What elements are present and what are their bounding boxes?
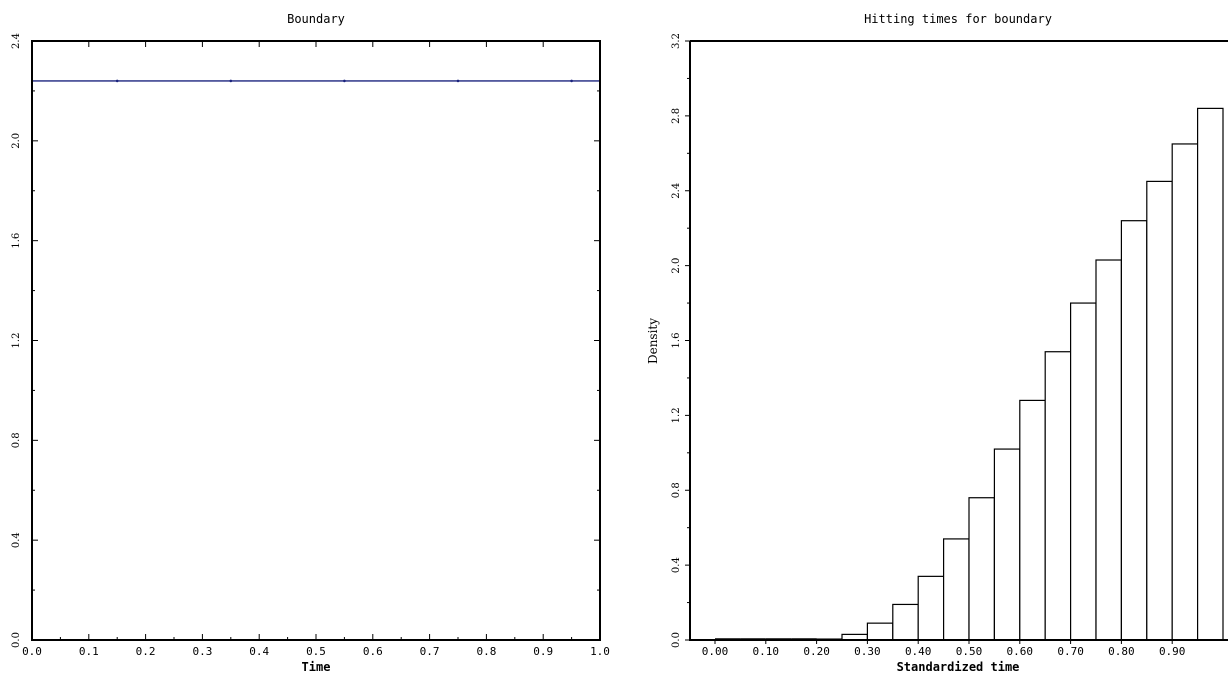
hitting-bar (1069, 302, 1097, 641)
hitting-x-tick-label: 0.80 (1108, 645, 1135, 658)
boundary-x-tick-label: 0.9 (533, 645, 553, 658)
boundary-y-tick-label: 2.4 (11, 33, 22, 49)
hitting-x-tick-label: 0.90 (1159, 645, 1186, 658)
hitting-x-tick-label: 0.20 (803, 645, 830, 658)
boundary-x-tick-label: 0.8 (476, 645, 496, 658)
hitting-y-tick-label: 0.4 (671, 557, 682, 573)
boundary-series-point (570, 79, 573, 83)
boundary-chart: Boundary 0.0 0.1 0.2 0.3 0.4 0.5 0.6 0.7 0.8 0.9 1… (11, 12, 610, 674)
hitting-bar (1044, 351, 1072, 641)
hitting-times-axis-ticks: 0.00 0.10 0.20 0.30 0.40 0.50 0.60 0.70 0.80 0.90… (671, 33, 1185, 658)
boundary-y-tick-label: 0.4 (11, 532, 22, 548)
hitting-bar (866, 622, 894, 641)
hitting-y-tick-label: 3.2 (671, 33, 682, 49)
hitting-bar (1146, 180, 1173, 641)
hitting-y-tick-label: 0.8 (671, 482, 682, 498)
boundary-y-tick-label: 0.0 (11, 632, 22, 648)
hitting-x-tick-label: 0.60 (1007, 645, 1034, 658)
hitting-y-tick-label: 0.0 (671, 632, 682, 648)
hitting-times-bars (715, 107, 1224, 641)
hitting-bar (892, 603, 919, 641)
hitting-times-chart-title: Hitting times for boundary (864, 12, 1052, 26)
hitting-bar (1095, 259, 1122, 641)
boundary-x-tick-label: 0.3 (192, 645, 212, 658)
hitting-bar (1196, 107, 1224, 641)
hitting-times-y-axis-label: Density (646, 318, 660, 364)
boundary-series-point (343, 79, 346, 83)
boundary-x-tick-label: 0.4 (249, 645, 269, 658)
hitting-times-plot-frame (689, 40, 1228, 641)
boundary-x-tick-label: 0.1 (79, 645, 99, 658)
boundary-y-tick-label: 0.8 (11, 432, 22, 448)
boundary-y-tick-label: 2.0 (11, 133, 22, 149)
boundary-series-point (229, 79, 233, 83)
boundary-x-tick-label: 0.5 (306, 645, 326, 658)
boundary-plot-frame (31, 40, 601, 641)
hitting-times-chart: Hitting times for boundary 0.00 0.10 0.20 0… (646, 12, 1228, 674)
hitting-x-tick-label: 0.30 (854, 645, 881, 658)
hitting-times-x-axis-label: Standardized time (897, 660, 1020, 674)
boundary-x-axis-label: Time (302, 660, 331, 674)
hitting-x-tick-label: 0.70 (1057, 645, 1084, 658)
hitting-bar (1171, 143, 1199, 641)
boundary-y-tick-label: 1.6 (11, 233, 22, 249)
boundary-axis-ticks: 0.0 0.1 0.2 0.3 0.4 0.5 0.6 0.7 0.8 0.9 1.0 0.0 0.4 0… (11, 33, 610, 658)
boundary-series-point (115, 79, 119, 83)
boundary-x-tick-label: 0.2 (136, 645, 156, 658)
boundary-x-tick-label: 0.7 (420, 645, 440, 658)
hitting-y-tick-label: 1.2 (671, 407, 682, 423)
hitting-x-tick-label: 0.00 (702, 645, 729, 658)
hitting-x-tick-label: 0.10 (753, 645, 780, 658)
hitting-y-tick-label: 2.4 (671, 183, 682, 199)
hitting-x-tick-label: 0.40 (905, 645, 932, 658)
hitting-bar (993, 448, 1021, 641)
boundary-x-tick-label: 0.0 (22, 645, 42, 658)
hitting-bar (968, 497, 995, 641)
hitting-bar (1019, 399, 1046, 641)
hitting-bar (917, 575, 945, 641)
hitting-y-tick-label: 2.8 (671, 108, 682, 124)
boundary-x-tick-label: 0.6 (363, 645, 383, 658)
hitting-y-tick-label: 2.0 (671, 258, 682, 274)
boundary-y-tick-label: 1.2 (11, 333, 22, 349)
boundary-series (32, 79, 600, 83)
boundary-x-tick-label: 1.0 (590, 645, 610, 658)
boundary-chart-title: Boundary (287, 12, 345, 26)
boundary-series-point (456, 79, 460, 83)
hitting-y-tick-label: 1.6 (671, 333, 682, 349)
hitting-bar (1120, 220, 1148, 641)
hitting-x-tick-label: 0.50 (956, 645, 983, 658)
hitting-bar (942, 538, 970, 641)
